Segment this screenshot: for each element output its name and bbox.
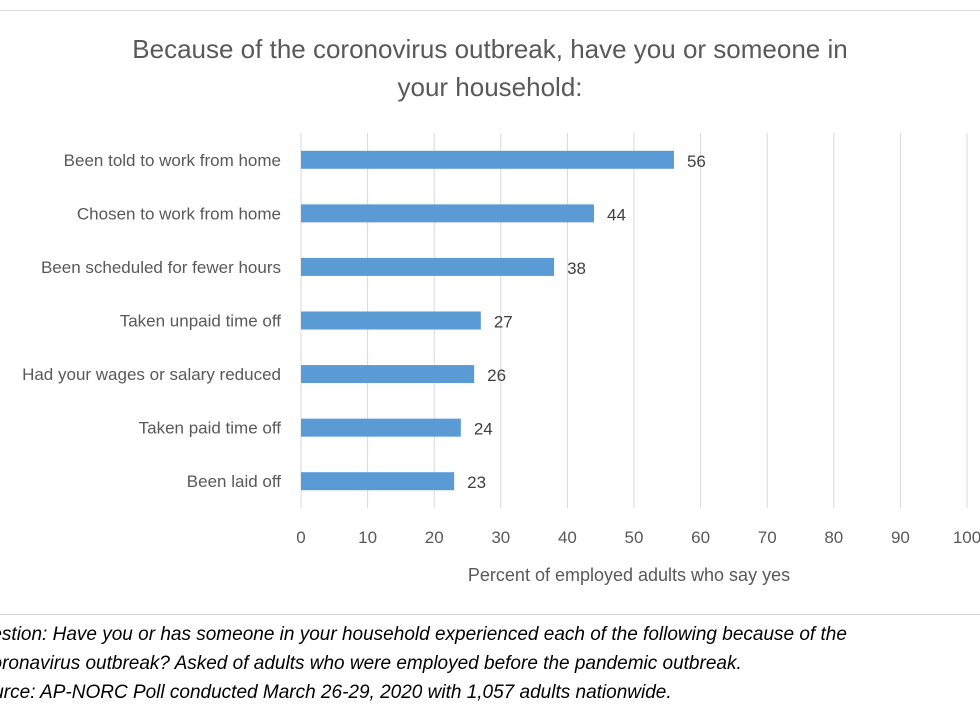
x-tick-label: 10: [358, 528, 377, 547]
data-label: 27: [494, 313, 513, 332]
bar: [301, 204, 595, 223]
x-tick-label: 80: [824, 528, 843, 547]
data-label: 24: [474, 420, 493, 439]
x-tick-label: 30: [491, 528, 510, 547]
data-label: 56: [687, 152, 706, 171]
x-tick-label: 100: [953, 528, 980, 547]
source-note: Source: AP-NORC Poll conducted March 26-…: [0, 682, 672, 703]
category-label: Had your wages or salary reduced: [22, 365, 281, 384]
chart-title: Because of the coronovirus outbreak, hav…: [40, 30, 940, 106]
bar: [301, 472, 455, 491]
x-tick-label: 20: [425, 528, 444, 547]
category-label: Been told to work from home: [64, 151, 281, 170]
chart-title-line-2: your household:: [397, 72, 583, 102]
data-label: 23: [467, 473, 486, 492]
x-tick-label: 90: [891, 528, 910, 547]
bar: [301, 365, 475, 384]
x-tick-label: 50: [625, 528, 644, 547]
question-note: Question: Have you or has someone in you…: [0, 624, 847, 645]
x-tick-label: 70: [758, 528, 777, 547]
top-divider: [0, 10, 980, 11]
notes-divider: [0, 614, 980, 615]
x-tick-label: 0: [296, 528, 305, 547]
data-label: 44: [607, 205, 626, 224]
bar: [301, 257, 555, 276]
x-axis-title: Percent of employed adults who say yes: [468, 565, 790, 585]
category-label: Taken unpaid time off: [120, 312, 282, 331]
category-label: Been scheduled for fewer hours: [41, 258, 281, 277]
data-label: 26: [487, 366, 506, 385]
chart-title-line-1: Because of the coronovirus outbreak, hav…: [132, 34, 848, 64]
bar: [301, 418, 461, 437]
category-label: Chosen to work from home: [77, 204, 281, 223]
category-label: Been laid off: [187, 472, 281, 491]
x-tick-label: 40: [558, 528, 577, 547]
bar-chart: 0 10 20 30 40 50 60 70 80 90 100 Percent of employe…: [22, 133, 980, 585]
x-tick-label: 60: [691, 528, 710, 547]
bar: [301, 150, 674, 169]
question-note-cont: coronavirus outbreak? Asked of adults wh…: [0, 653, 742, 674]
data-label: 38: [567, 259, 586, 278]
chart-notes: Question: Have you or has someone in you…: [0, 620, 980, 707]
bar: [301, 311, 481, 330]
category-label: Taken paid time off: [139, 419, 282, 438]
